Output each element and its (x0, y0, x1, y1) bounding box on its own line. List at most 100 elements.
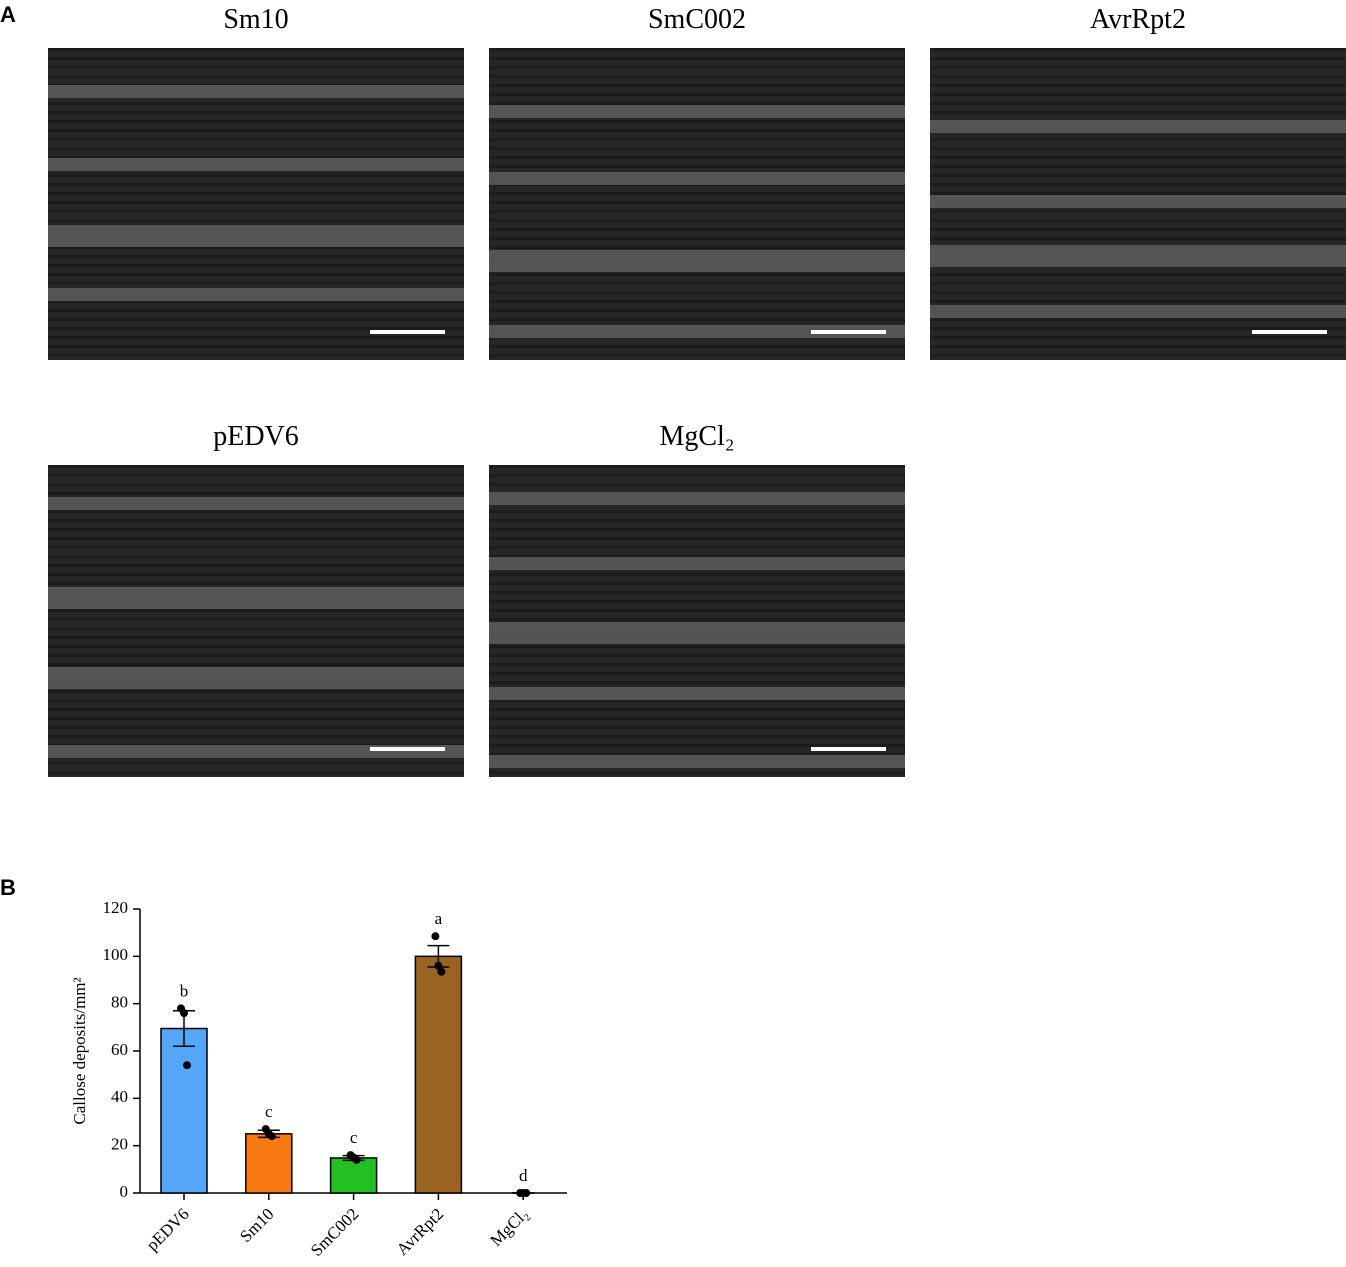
vein (489, 325, 905, 338)
vein (489, 172, 905, 185)
texture (489, 708, 905, 711)
texture (48, 537, 464, 540)
data-point (267, 1132, 276, 1141)
texture (48, 201, 464, 204)
texture (489, 201, 905, 204)
texture (489, 537, 905, 540)
texture (489, 735, 905, 738)
texture (489, 273, 905, 276)
texture (489, 474, 905, 477)
texture (930, 48, 1346, 51)
vein (930, 305, 1346, 318)
x-tick-label: SmC002 (307, 1204, 363, 1260)
image-title: AvrRpt2 (1090, 4, 1186, 35)
texture (489, 483, 905, 486)
texture (489, 465, 905, 468)
texture (489, 84, 905, 87)
texture (930, 156, 1346, 159)
texture (48, 336, 464, 339)
texture (48, 354, 464, 357)
texture (489, 75, 905, 78)
x-tick-label: Sm10 (236, 1204, 277, 1245)
texture (489, 165, 905, 168)
texture (930, 183, 1346, 186)
texture (930, 318, 1346, 321)
texture (48, 690, 464, 693)
panel-label: B (0, 875, 16, 900)
significance-letter: c (350, 1128, 358, 1147)
texture (48, 465, 464, 468)
image-title: SmC002 (648, 4, 746, 35)
texture (930, 75, 1346, 78)
texture (489, 609, 905, 612)
texture (489, 591, 905, 594)
y-tick-label: 120 (103, 898, 129, 917)
texture (930, 138, 1346, 141)
texture (48, 246, 464, 249)
texture (489, 771, 905, 774)
texture (930, 273, 1346, 276)
texture (48, 483, 464, 486)
texture (930, 282, 1346, 285)
texture (489, 699, 905, 702)
texture (930, 345, 1346, 348)
texture (48, 717, 464, 720)
texture (930, 336, 1346, 339)
x-tick-label: MgCl₂ (486, 1204, 532, 1250)
scale-bar (370, 747, 445, 751)
texture (48, 57, 464, 60)
vein (489, 755, 905, 768)
bar (160, 1027, 208, 1194)
texture (489, 726, 905, 729)
y-tick-label: 60 (111, 1040, 128, 1059)
texture (489, 717, 905, 720)
texture (48, 510, 464, 513)
vein (930, 120, 1346, 133)
texture (48, 48, 464, 51)
image-title: pEDV6 (213, 421, 299, 452)
texture (489, 156, 905, 159)
data-point (183, 1061, 191, 1070)
texture (930, 354, 1346, 357)
texture (48, 564, 464, 567)
vein (489, 250, 905, 272)
bar (414, 955, 463, 1194)
texture (930, 210, 1346, 213)
texture (489, 354, 905, 357)
texture (48, 273, 464, 276)
texture (930, 228, 1346, 231)
texture (48, 663, 464, 666)
texture (48, 582, 464, 585)
texture (489, 210, 905, 213)
vein (489, 687, 905, 700)
texture (930, 327, 1346, 330)
texture (48, 573, 464, 576)
texture (930, 192, 1346, 195)
texture (930, 147, 1346, 150)
texture (489, 555, 905, 558)
texture (48, 318, 464, 321)
texture (48, 147, 464, 150)
texture (48, 708, 464, 711)
data-point (431, 932, 440, 941)
texture (489, 192, 905, 195)
scale-bar (811, 747, 886, 751)
texture (930, 300, 1346, 303)
vein (48, 497, 464, 510)
texture (489, 300, 905, 303)
texture (930, 84, 1346, 87)
image-title: MgCl₂ (659, 421, 734, 452)
y-axis-title: Callose deposits/mm² (70, 977, 89, 1124)
texture (489, 654, 905, 657)
image-title: Sm10 (223, 4, 288, 35)
texture (48, 174, 464, 177)
panel-label: A (0, 2, 16, 27)
significance-letter: a (435, 909, 443, 928)
texture (489, 645, 905, 648)
texture (930, 174, 1346, 177)
texture (489, 318, 905, 321)
texture (489, 129, 905, 132)
texture (48, 219, 464, 222)
texture (930, 66, 1346, 69)
